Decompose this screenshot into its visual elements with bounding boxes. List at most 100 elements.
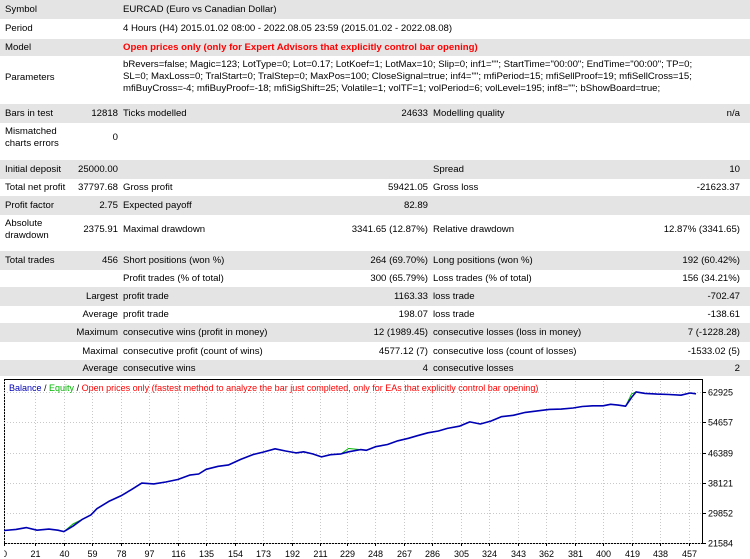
long-positions-label: Long positions (won %) [433, 255, 533, 266]
row-stripe [0, 39, 750, 56]
short-positions-label: Short positions (won %) [123, 255, 225, 266]
row-stripe [0, 104, 750, 123]
y-tick-label: 62925 [708, 388, 733, 398]
row-stripe [0, 0, 750, 19]
row-stripe [0, 287, 750, 306]
profit-factor-label: Profit factor [5, 200, 55, 211]
x-tick-label: 362 [539, 549, 554, 559]
profit-trades-label: Profit trades (% of total) [123, 273, 224, 284]
mismatched-label: charts errors [5, 138, 59, 149]
largest-label: Largest [86, 291, 118, 302]
x-tick-label: 400 [596, 549, 611, 559]
maximal-drawdown-label: Maximal drawdown [123, 224, 206, 235]
average-wins-label: consecutive wins [123, 363, 196, 374]
row-stripe [0, 196, 750, 215]
period-label: Period [5, 23, 33, 34]
y-tick-label: 46389 [708, 449, 733, 459]
average-losses-label: consecutive losses [433, 363, 514, 374]
row-stripe [0, 251, 750, 270]
x-tick-label: 192 [285, 549, 300, 559]
initial-deposit-label: Initial deposit [5, 164, 61, 175]
symbol-label: Symbol [5, 4, 37, 15]
net-profit-value: 37797.68 [77, 182, 118, 193]
long-positions-value: 192 (60.42%) [682, 255, 740, 266]
legend-separator: / [41, 383, 50, 393]
row-stripe [0, 360, 750, 376]
x-tick-label: 419 [625, 549, 640, 559]
net-profit-label: Total net profit [5, 182, 66, 193]
quality-label: Modelling quality [433, 108, 505, 119]
mismatched-label: Mismatched [5, 126, 57, 137]
x-tick-label: 154 [228, 549, 243, 559]
x-tick-label: 438 [653, 549, 668, 559]
spread-label: Spread [433, 164, 464, 175]
row-stripe [0, 160, 750, 179]
largest-loss-label: loss trade [433, 291, 475, 302]
maximal-drawdown-value: 3341.65 (12.87%) [351, 224, 428, 235]
parameters-line: bRevers=false; Magic=123; LotType=0; Lot… [123, 59, 693, 70]
maximum-label: Maximum [76, 327, 118, 338]
symbol-value: EURCAD (Euro vs Canadian Dollar) [123, 4, 277, 15]
backtest-report: Symbol EURCAD (Euro vs Canadian Dollar) … [0, 0, 750, 376]
maximal-label: Maximal [82, 346, 118, 357]
relative-drawdown-label: Relative drawdown [433, 224, 515, 235]
x-tick-label: 0 [4, 549, 7, 559]
gross-profit-label: Gross profit [123, 182, 173, 193]
mismatched-value: 0 [112, 132, 118, 143]
x-tick-label: 324 [482, 549, 497, 559]
average-consecutive-label: Average [82, 363, 118, 374]
average-loss-label: loss trade [433, 309, 475, 320]
x-tick-label: 21 [30, 549, 40, 559]
row-stripe [0, 323, 750, 342]
legend-separator: / [74, 383, 82, 393]
legend-description: Open prices only (fastest method to anal… [81, 383, 539, 393]
model-label: Model [5, 42, 32, 53]
x-tick-label: 211 [313, 549, 327, 559]
period-value: 4 Hours (H4) 2015.01.02 08:00 - 2022.08.… [123, 23, 453, 34]
initial-deposit-value: 25000.00 [77, 164, 118, 175]
y-tick-label: 38121 [708, 479, 733, 489]
maximal-loss-label: consecutive loss (count of losses) [433, 346, 577, 357]
x-tick-label: 97 [144, 549, 154, 559]
chart-plot-area [4, 379, 703, 544]
model-value: Open prices only (only for Expert Adviso… [123, 42, 478, 53]
expected-payoff-value: 82.89 [403, 200, 428, 211]
parameters-label: Parameters [5, 72, 55, 83]
x-tick-label: 343 [511, 549, 526, 559]
profit-factor-value: 2.75 [99, 200, 118, 211]
maximal-profit-label: consecutive profit (count of wins) [123, 346, 263, 357]
largest-loss-value: -702.47 [707, 291, 740, 302]
gross-loss-value: -21623.37 [696, 182, 740, 193]
total-trades-value: 456 [101, 255, 118, 266]
x-tick-label: 305 [454, 549, 469, 559]
short-positions-value: 264 (69.70%) [370, 255, 428, 266]
largest-profit-value: 1163.33 [394, 291, 428, 302]
x-tick-label: 59 [87, 549, 97, 559]
x-tick-label: 286 [425, 549, 440, 559]
x-tick-label: 116 [171, 549, 185, 559]
x-tick-label: 78 [116, 549, 126, 559]
gross-profit-value: 59421.05 [387, 182, 428, 193]
maximum-losses-label: consecutive losses (loss in money) [433, 327, 582, 338]
balance-series-line [4, 391, 697, 533]
y-tick-label: 21584 [708, 539, 733, 549]
bars-label: Bars in test [5, 108, 53, 119]
y-tick-label: 54657 [708, 418, 733, 428]
x-tick-label: 248 [368, 549, 383, 559]
balance-chart-svg: 21584 29852 38121 46389 54657 62925 0 21 40 59 78 9… [4, 379, 733, 559]
average-profit-label: profit trade [123, 309, 169, 320]
loss-trades-label: Loss trades (% of total) [433, 273, 532, 284]
x-tick-label: 173 [256, 549, 271, 559]
maximal-profit-value: 4577.12 (7) [378, 346, 428, 357]
ticks-label: Ticks modelled [123, 108, 187, 119]
gross-loss-label: Gross loss [433, 182, 479, 193]
expected-payoff-label: Expected payoff [123, 200, 192, 211]
spread-value: 10 [729, 164, 740, 175]
maximum-wins-value: 12 (1989.45) [373, 327, 428, 338]
maximum-losses-value: 7 (-1228.28) [687, 327, 740, 338]
x-tick-label: 267 [397, 549, 412, 559]
total-trades-label: Total trades [5, 255, 55, 266]
average-loss-value: -138.61 [707, 309, 740, 320]
average-label: Average [82, 309, 118, 320]
largest-profit-label: profit trade [123, 291, 169, 302]
